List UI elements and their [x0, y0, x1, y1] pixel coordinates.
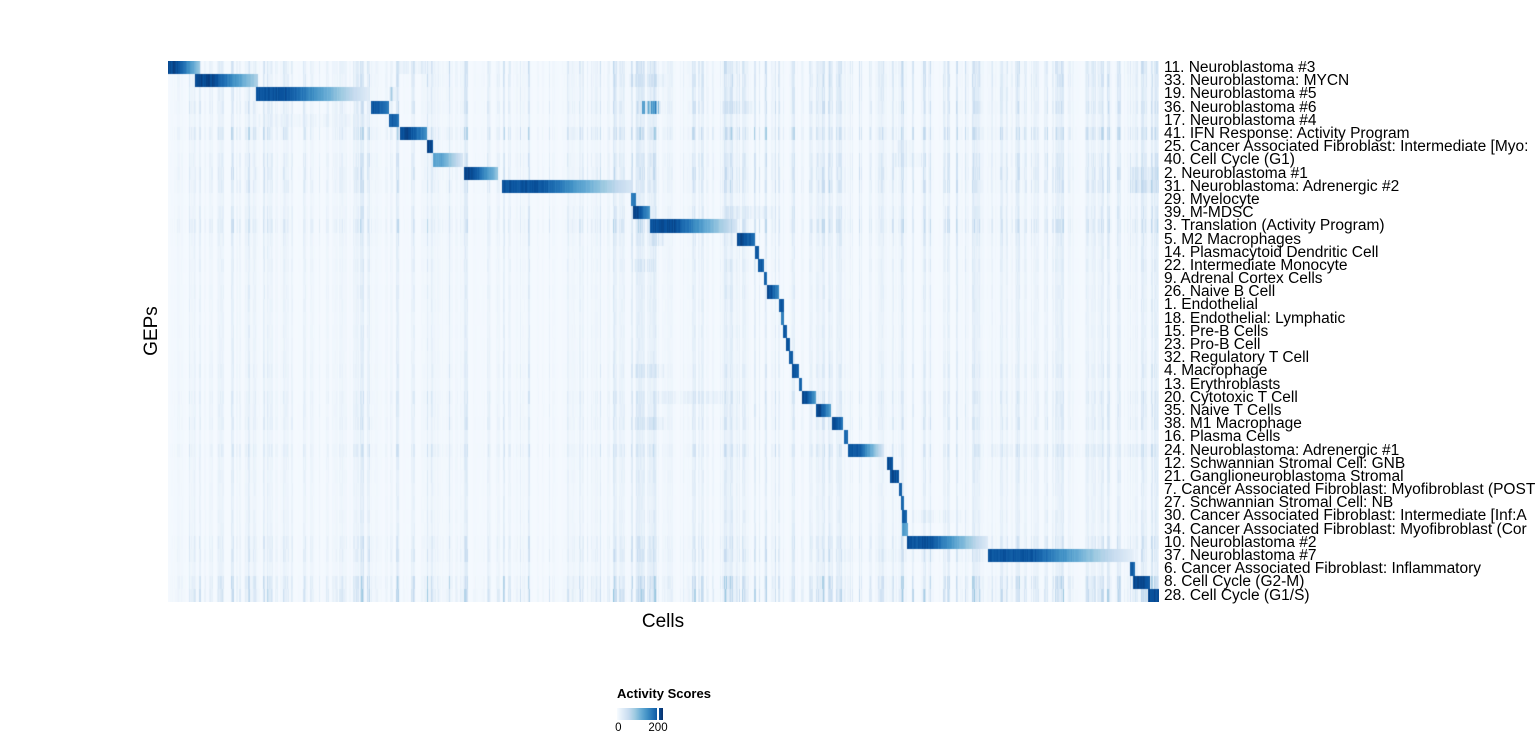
legend-tick-labels: 0 200: [615, 722, 668, 736]
gep-row-label: 25. Cancer Associated Fibroblast: Interm…: [1164, 138, 1529, 156]
colorbar-legend: Activity Scores 0 200: [615, 686, 737, 736]
legend-gradient-bar: [617, 708, 663, 720]
gep-row-label: 10. Neuroblastoma #2: [1164, 533, 1317, 551]
gep-row-label: 6. Cancer Associated Fibroblast: Inflamm…: [1164, 560, 1482, 578]
gep-row-label: 15. Pre-B Cells: [1164, 322, 1269, 340]
gep-row-label: 34. Cancer Associated Fibroblast: Myofib…: [1164, 520, 1527, 538]
gep-row-label: 26. Naive B Cell: [1164, 283, 1276, 301]
gep-row-label: 35. Naive T Cells: [1164, 401, 1282, 419]
gep-row-label: 9. Adrenal Cortex Cells: [1164, 270, 1323, 288]
gep-row-label: 31. Neuroblastoma: Adrenergic #2: [1164, 177, 1400, 195]
gep-row-label: 12. Schwannian Stromal Cell: GNB: [1164, 454, 1406, 472]
gep-row-label: 41. IFN Response: Activity Program: [1164, 125, 1410, 143]
gep-row-label: 13. Erythroblasts: [1164, 375, 1281, 393]
gep-row-label: 22. Intermediate Monocyte: [1164, 256, 1348, 274]
gep-row-label: 19. Neuroblastoma #5: [1164, 85, 1317, 103]
gep-row-label: 17. Neuroblastoma #4: [1164, 111, 1317, 129]
gep-row-label: 1. Endothelial: [1164, 296, 1258, 314]
gep-row-label: 33. Neuroblastoma: MYCN: [1164, 72, 1350, 90]
gep-row-label: 21. Ganglioneuroblastoma Stromal: [1164, 467, 1404, 485]
gep-row-label: 8. Cell Cycle (G2-M): [1164, 573, 1305, 591]
gep-row-label: 28. Cell Cycle (G1/S): [1164, 586, 1310, 604]
y-axis-label: GEPs: [141, 306, 162, 356]
gep-row-label: 29. Myelocyte: [1164, 190, 1260, 208]
gep-row-label: 4. Macrophage: [1164, 362, 1268, 380]
x-axis-label: Cells: [641, 611, 685, 632]
gep-row-labels: 11. Neuroblastoma #3 33. Neuroblastoma: M…: [1164, 59, 1540, 604]
legend-tick-mark-200: [657, 708, 659, 720]
gep-row-label: 18. Endothelial: Lymphatic: [1164, 309, 1346, 327]
gep-row-label: 3. Translation (Activity Program): [1164, 217, 1385, 235]
gep-row-label: 14. Plasmacytoid Dendritic Cell: [1164, 243, 1379, 261]
legend-tick-label-0: 0: [615, 722, 622, 734]
gep-row-label: 24. Neuroblastoma: Adrenergic #1: [1164, 441, 1400, 459]
gep-row-label: 11. Neuroblastoma #3: [1164, 59, 1316, 77]
gep-row-label: 38. M1 Macrophage: [1164, 415, 1302, 433]
gep-row-label: 20. Cytotoxic T Cell: [1164, 388, 1298, 406]
legend-title: Activity Scores: [617, 686, 711, 701]
gep-row-label: 30. Cancer Associated Fibroblast: Interm…: [1164, 507, 1527, 525]
gep-row-label: 23. Pro-B Cell: [1164, 336, 1261, 354]
gep-row-label: 32. Regulatory T Cell: [1164, 349, 1310, 367]
gep-row-label: 2. Neuroblastoma #1: [1164, 164, 1308, 182]
gep-row-label: 7. Cancer Associated Fibroblast: Myofibr…: [1164, 481, 1536, 499]
gep-row-label: 39. M-MDSC: [1164, 204, 1254, 222]
gep-row-label: 40. Cell Cycle (G1): [1164, 151, 1295, 169]
gep-row-label: 37. Neuroblastoma #7: [1164, 547, 1317, 565]
legend-tick-label-200: 200: [648, 722, 668, 734]
gep-row-label: 5. M2 Macrophages: [1164, 230, 1301, 248]
heatmap-canvas: [168, 61, 1159, 602]
gep-row-label: 36. Neuroblastoma #6: [1164, 98, 1317, 116]
gep-row-label: 16. Plasma Cells: [1164, 428, 1281, 446]
gep-row-label: 27. Schwannian Stromal Cell: NB: [1164, 494, 1394, 512]
